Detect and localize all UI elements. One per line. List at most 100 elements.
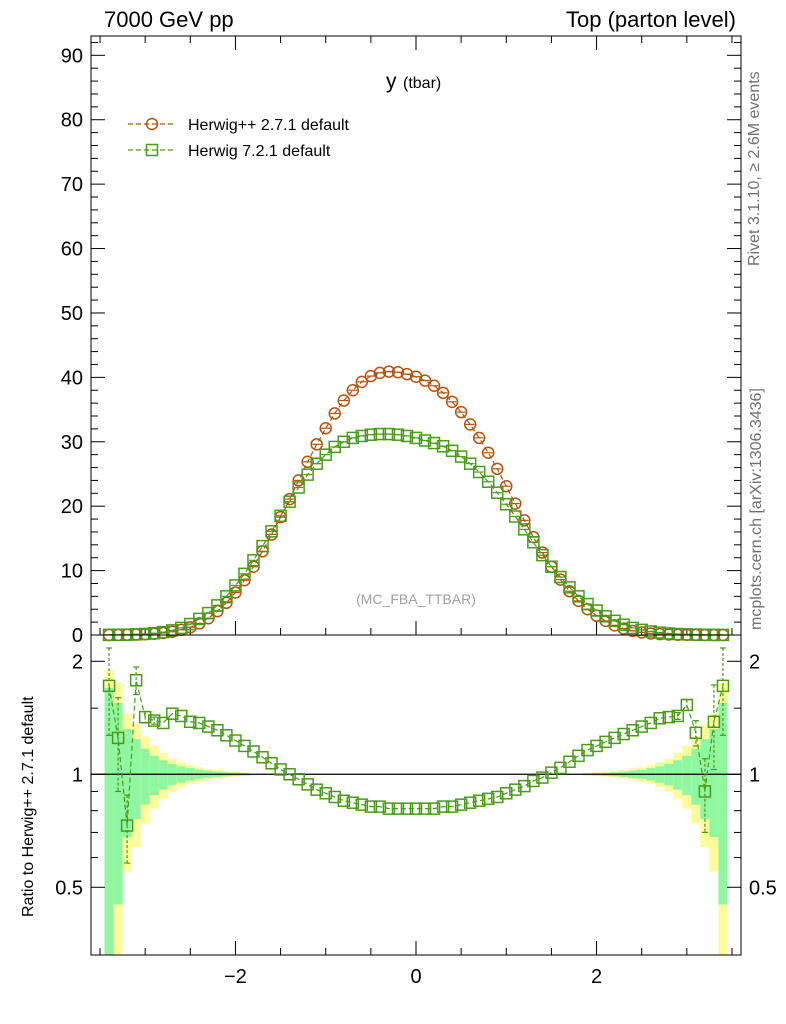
main-ytick-label: 20	[61, 496, 83, 518]
series-1-point	[563, 581, 576, 594]
series-0-point	[346, 383, 360, 397]
ratio-point	[382, 802, 396, 815]
series-0-point	[391, 365, 405, 379]
legend-label-herwigpp: Herwig++ 2.7.1 default	[188, 117, 350, 134]
ratio-point	[310, 783, 323, 796]
series-1-point	[527, 536, 540, 549]
ratio-band-stat	[113, 702, 123, 905]
ratio-point	[472, 794, 486, 808]
ratio-point	[391, 802, 405, 815]
series-1-point	[572, 590, 585, 603]
ratio-band-stat	[673, 760, 683, 790]
main-ytick-label: 10	[61, 561, 83, 583]
ratio-point	[590, 739, 603, 753]
series-1-point	[418, 434, 432, 447]
series-0-point	[491, 462, 504, 476]
ratio-point	[716, 679, 730, 693]
ratio-ytick-label-right: 2	[749, 651, 760, 673]
ratio-band-stat	[122, 729, 132, 838]
ratio-point	[707, 715, 721, 729]
ratio-xtick-label: 2	[591, 966, 602, 988]
series-1-point	[382, 427, 396, 441]
series-0-point	[463, 418, 477, 431]
series-0-point	[373, 366, 387, 380]
series-1-point	[355, 429, 369, 443]
ratio-point	[319, 787, 332, 800]
series-1-point	[229, 579, 242, 592]
series-1-point	[175, 621, 188, 635]
series-1-point	[202, 606, 215, 620]
series-1-point	[500, 498, 513, 511]
series-0-point	[518, 514, 531, 527]
ratio-point	[509, 783, 522, 796]
series-1-point	[491, 486, 504, 499]
legend: Herwig++ 2.7.1 default Herwig 7.2.1 defa…	[128, 117, 350, 160]
ratio-band-stat	[158, 760, 168, 790]
ratio-point	[337, 794, 351, 808]
main-ytick-label: 60	[61, 239, 83, 261]
ratio-point	[653, 712, 666, 725]
series-0-point	[337, 394, 351, 407]
series-1-point	[509, 510, 522, 523]
rivet-version-label: Rivet 3.1.10, ≥ 2.6M events	[746, 71, 763, 266]
series-1-point	[536, 548, 549, 562]
series-0-point	[355, 375, 369, 389]
ratio-point	[527, 774, 540, 788]
series-0-point	[500, 479, 513, 493]
ratio-point	[193, 716, 206, 730]
ratio-point	[147, 714, 161, 727]
ratio-point	[608, 731, 621, 745]
series-1-point	[481, 475, 495, 488]
ratio-panel: −2 0 2 0.5 0.5 1 1 2 2	[55, 634, 777, 988]
main-ytick-label: 50	[61, 303, 83, 325]
ratio-band-stat	[682, 755, 692, 796]
ratio-point	[355, 798, 369, 811]
series-1-point	[454, 450, 468, 463]
series-0-point	[472, 431, 486, 445]
main-panel: 0 10 20 30 40 50 60 70 80 90	[61, 35, 742, 647]
ratio-point	[400, 802, 414, 815]
ratio-point	[111, 731, 125, 745]
ratio-point	[427, 802, 441, 815]
legend-marker-square	[145, 143, 159, 157]
ratio-ytick-label-left: 2	[72, 651, 83, 673]
series-1-point	[391, 428, 405, 441]
ratio-ytick-label-right: 1	[749, 764, 760, 786]
series-1-point	[427, 436, 441, 450]
ratio-ytick-label-left: 1	[72, 764, 83, 786]
ratio-frame	[90, 634, 742, 956]
ratio-point	[680, 698, 694, 712]
series-1-point	[346, 431, 360, 445]
mcplots-label: mcplots.cern.ch [arXiv:1306.3436]	[748, 388, 765, 630]
series-0-point	[328, 407, 341, 420]
main-ytick-label: 90	[61, 45, 83, 67]
ratio-band-stat	[149, 755, 159, 796]
ratio-point	[156, 716, 170, 730]
series-0-point	[536, 546, 549, 559]
series-1-point	[644, 625, 657, 638]
main-ytick-label: 30	[61, 432, 83, 454]
series-1-point	[238, 567, 251, 581]
ratio-ytick-label-left: 0.5	[55, 877, 83, 899]
ratio-band-stat	[691, 748, 701, 805]
series-1-point	[283, 495, 296, 508]
series-1-point	[265, 525, 278, 538]
series-1-point	[518, 523, 531, 536]
ratio-point	[202, 720, 215, 733]
ratio-point	[166, 707, 179, 720]
series-0-point	[310, 438, 323, 451]
ratio-ytick-label-right: 0.5	[749, 877, 777, 899]
ratio-point	[662, 710, 676, 724]
series-1-point	[319, 448, 332, 461]
series-0-point	[400, 367, 414, 381]
main-ytick-label: 0	[72, 625, 83, 647]
ratio-point	[689, 726, 703, 740]
series-0-point	[454, 405, 468, 419]
series-1-point	[310, 457, 323, 470]
legend-label-herwig7: Herwig 7.2.1 default	[188, 143, 331, 160]
series-1-point	[156, 625, 170, 639]
series-0-point	[445, 395, 459, 409]
series-1-point	[292, 481, 305, 494]
ratio-band-stat	[140, 748, 150, 805]
